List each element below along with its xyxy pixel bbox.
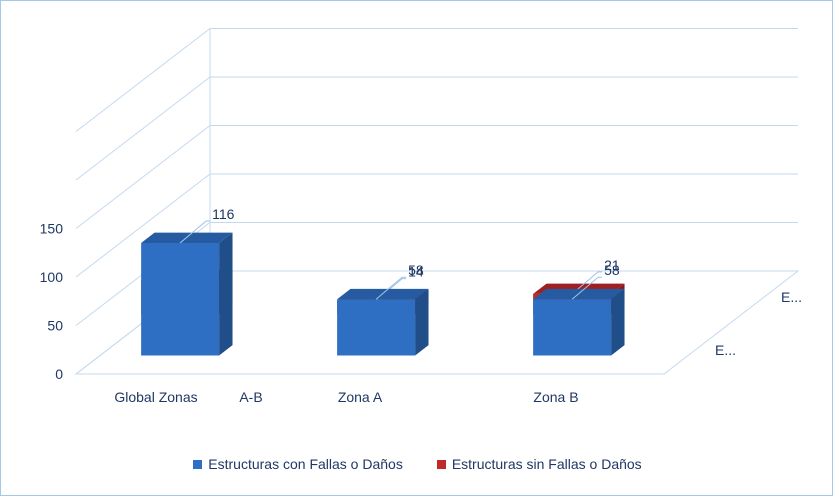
legend-label-series-2: Estructuras sin Fallas o Daños xyxy=(451,456,642,472)
legend-swatch-series-1 xyxy=(193,459,203,469)
y-tick-label: 0 xyxy=(55,366,63,382)
bar-s1-c1-label: 116 xyxy=(212,206,235,222)
x-tick-label: Zona A xyxy=(338,389,383,405)
y-tick-label: 50 xyxy=(47,318,63,334)
bar-s1-c1-side xyxy=(219,232,233,356)
gridline xyxy=(75,28,798,132)
bar-s1-c2 xyxy=(337,299,416,356)
legend-swatch-series-2 xyxy=(436,459,446,469)
y-tick-label: 150 xyxy=(40,221,64,237)
x-tick-label: Global Zonas xyxy=(114,389,197,405)
bar-s1-c2-leader xyxy=(375,276,407,300)
bar-s1-c3-leader xyxy=(571,276,603,300)
x-tick-label: A-B xyxy=(239,389,262,405)
bar-s1-c2-label: 58 xyxy=(408,262,424,278)
y-tick-label: 100 xyxy=(40,269,64,285)
bar-s1-c3-side xyxy=(611,288,625,356)
gridline xyxy=(75,76,798,181)
bar-s1-c1 xyxy=(141,242,220,356)
bar-s2-c3-label: 21 xyxy=(604,257,620,273)
bar-s1-c3 xyxy=(533,299,612,356)
bar-s2-c3-leader xyxy=(571,271,603,295)
chart-legend: Estructuras con Fallas o Daños Estructur… xyxy=(1,456,833,472)
legend-item-series-1[interactable]: Estructuras con Fallas o Daños xyxy=(193,456,403,472)
legend-label-series-1: Estructuras con Fallas o Daños xyxy=(208,456,403,472)
legend-item-series-2[interactable]: Estructuras sin Fallas o Daños xyxy=(436,456,642,472)
bar-s1-c2-side xyxy=(415,288,429,356)
gridline xyxy=(75,125,798,229)
bar-s2-c2-label: 14 xyxy=(408,264,424,280)
x-tick-label: Zona B xyxy=(533,389,578,405)
depth-tick-label: E... xyxy=(715,342,736,358)
bar-s1-c1-leader xyxy=(179,220,211,244)
bar-s1-c3-label: 58 xyxy=(604,262,620,278)
depth-tick-label: E... xyxy=(781,289,802,305)
